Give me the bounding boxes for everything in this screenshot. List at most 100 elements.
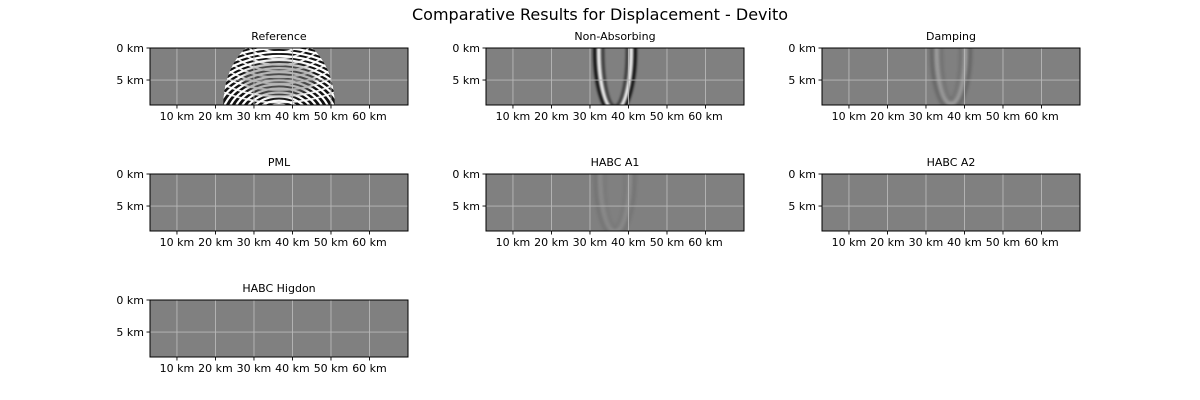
x-tick-label: 60 km bbox=[688, 236, 723, 249]
x-tick-label: 30 km bbox=[573, 236, 608, 249]
wavefield bbox=[593, 48, 637, 105]
x-tick-label: 20 km bbox=[534, 236, 569, 249]
wavefield-lens bbox=[243, 61, 315, 98]
x-tick-label: 40 km bbox=[275, 236, 310, 249]
x-tick-label: 10 km bbox=[160, 236, 195, 249]
panel-frame bbox=[821, 47, 1081, 106]
panel-title: Non-Absorbing bbox=[574, 30, 655, 43]
x-tick-label: 60 km bbox=[352, 110, 387, 123]
x-tick-label: 50 km bbox=[314, 362, 349, 375]
x-tick-label: 30 km bbox=[237, 236, 272, 249]
x-tick-label: 50 km bbox=[650, 236, 685, 249]
wavefield bbox=[594, 174, 636, 231]
x-tick-label: 20 km bbox=[198, 362, 233, 375]
panel-background bbox=[486, 174, 744, 231]
panel-background bbox=[150, 300, 408, 357]
reflection-ring bbox=[223, 48, 335, 104]
wavefield bbox=[223, 48, 335, 105]
wavefront-ring bbox=[223, 58, 335, 105]
panel-habc-a1: 10 km 20 km 30 km 40 km 50 km 60 km 0 km 5 km HA… bbox=[452, 156, 745, 249]
panel-background bbox=[822, 174, 1080, 231]
wavefront-trough-inner bbox=[939, 48, 963, 102]
reflection-ring bbox=[252, 48, 306, 54]
x-tick-label: 30 km bbox=[573, 110, 608, 123]
y-tick-label: 0 km bbox=[452, 168, 480, 181]
x-tick-label: 40 km bbox=[611, 110, 646, 123]
x-tick-label: 30 km bbox=[237, 110, 272, 123]
panel-reference: 10 km 20 km 30 km 40 km 50 km 60 km 0 km 5 km Re… bbox=[116, 30, 409, 123]
x-tick-label: 50 km bbox=[986, 110, 1021, 123]
x-tick-label: 10 km bbox=[496, 236, 531, 249]
x-tick-label: 10 km bbox=[496, 110, 531, 123]
panel-habc-a2: 10 km 20 km 30 km 40 km 50 km 60 km 0 km 5 km HA… bbox=[788, 156, 1081, 249]
y-tick-label: 5 km bbox=[116, 74, 144, 87]
y-tick-label: 0 km bbox=[116, 42, 144, 55]
panel-frame bbox=[485, 173, 745, 232]
panel-frame bbox=[149, 173, 409, 232]
x-tick-label: 40 km bbox=[275, 362, 310, 375]
x-tick-label: 20 km bbox=[534, 110, 569, 123]
wavefront-trough bbox=[594, 174, 636, 231]
x-tick-label: 20 km bbox=[198, 110, 233, 123]
panel-background bbox=[486, 48, 744, 105]
y-tick-label: 0 km bbox=[116, 168, 144, 181]
y-tick-label: 5 km bbox=[452, 200, 480, 213]
x-tick-label: 60 km bbox=[688, 110, 723, 123]
x-tick-label: 10 km bbox=[832, 110, 867, 123]
wavefront-crest bbox=[935, 48, 967, 105]
x-tick-label: 60 km bbox=[352, 236, 387, 249]
panel-title: HABC A2 bbox=[927, 156, 976, 169]
panel-title: PML bbox=[268, 156, 291, 169]
panel-background bbox=[822, 48, 1080, 105]
x-tick-label: 50 km bbox=[650, 110, 685, 123]
x-tick-label: 40 km bbox=[611, 236, 646, 249]
figure-title: Comparative Results for Displacement - D… bbox=[412, 5, 788, 24]
wavefront-trough bbox=[593, 48, 637, 105]
y-tick-label: 0 km bbox=[452, 42, 480, 55]
panel-title: Damping bbox=[926, 30, 976, 43]
wavefield bbox=[931, 48, 971, 105]
panel-frame bbox=[149, 47, 409, 106]
wavefront-trough-inner bbox=[601, 48, 629, 105]
wavefront-ring bbox=[223, 54, 335, 105]
y-tick-label: 0 km bbox=[116, 294, 144, 307]
panel-title: HABC Higdon bbox=[242, 282, 315, 295]
panel-background bbox=[150, 174, 408, 231]
panel-grid: 10 km 20 km 30 km 40 km 50 km 60 km0 km5 kmRe… bbox=[116, 30, 1081, 375]
y-tick-label: 5 km bbox=[116, 200, 144, 213]
x-tick-label: 60 km bbox=[352, 362, 387, 375]
x-tick-label: 20 km bbox=[870, 110, 905, 123]
wavefront-ring bbox=[253, 99, 305, 105]
wavefront-crest bbox=[597, 48, 633, 105]
panel-pml: 10 km 20 km 30 km 40 km 50 km 60 km 0 km 5 km PM… bbox=[116, 156, 409, 249]
panel-non-absorbing: 10 km 20 km 30 km 40 km 50 km 60 km 0 km 5 km No… bbox=[452, 30, 745, 123]
panel-title: HABC A1 bbox=[591, 156, 640, 169]
y-tick-label: 5 km bbox=[116, 326, 144, 339]
x-tick-label: 40 km bbox=[947, 236, 982, 249]
x-tick-label: 20 km bbox=[870, 236, 905, 249]
wavefront-trough bbox=[931, 48, 971, 105]
y-tick-label: 5 km bbox=[788, 200, 816, 213]
panel-frame bbox=[485, 47, 745, 106]
x-tick-label: 30 km bbox=[909, 236, 944, 249]
x-tick-label: 40 km bbox=[947, 110, 982, 123]
panel-frame bbox=[149, 299, 409, 358]
x-tick-label: 20 km bbox=[198, 236, 233, 249]
x-tick-label: 30 km bbox=[909, 110, 944, 123]
y-tick-label: 5 km bbox=[452, 74, 480, 87]
x-tick-label: 10 km bbox=[160, 110, 195, 123]
wavefront-trough-inner bbox=[603, 174, 627, 229]
panel-habc-higdon: 10 km 20 km 30 km 40 km 50 km 60 km 0 km 5 km HA… bbox=[116, 282, 409, 375]
x-tick-label: 30 km bbox=[237, 362, 272, 375]
y-tick-label: 0 km bbox=[788, 168, 816, 181]
x-tick-label: 50 km bbox=[314, 236, 349, 249]
y-tick-label: 5 km bbox=[788, 74, 816, 87]
panel-damping: 10 km 20 km 30 km 40 km 50 km 60 km 0 km 5 km Da… bbox=[788, 30, 1081, 123]
x-tick-label: 50 km bbox=[986, 236, 1021, 249]
x-tick-label: 10 km bbox=[832, 236, 867, 249]
x-tick-label: 60 km bbox=[1024, 110, 1059, 123]
x-tick-label: 10 km bbox=[160, 362, 195, 375]
panel-frame bbox=[821, 173, 1081, 232]
x-tick-label: 60 km bbox=[1024, 236, 1059, 249]
